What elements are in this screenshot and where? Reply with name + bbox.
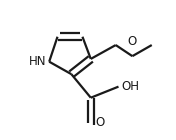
Text: HN: HN: [29, 55, 46, 68]
Text: O: O: [128, 35, 137, 48]
Text: OH: OH: [121, 80, 139, 93]
Text: O: O: [96, 116, 105, 129]
